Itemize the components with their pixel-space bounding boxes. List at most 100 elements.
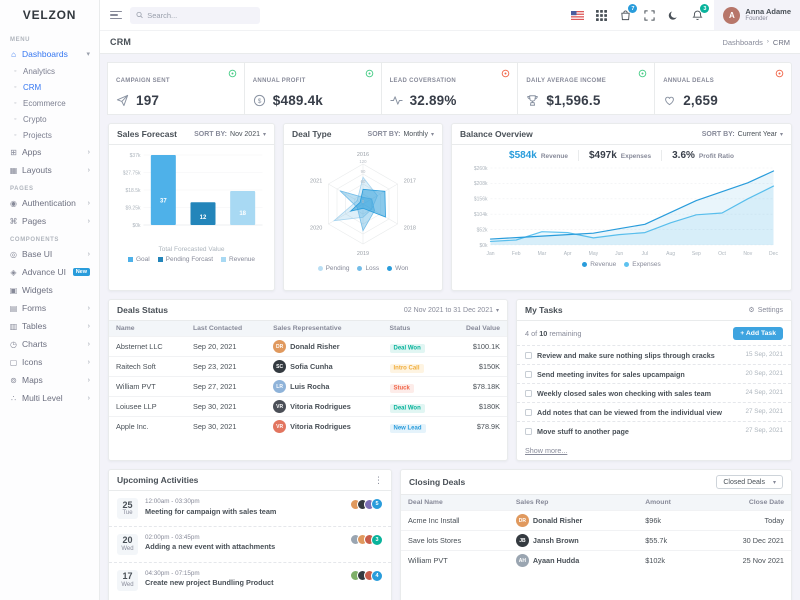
search-input[interactable]: [147, 10, 254, 20]
sidebar-item-maps[interactable]: ⊚ Maps ›: [10, 375, 90, 385]
topbar: 7 3 A Anna Adame Founder: [100, 0, 800, 30]
svg-text:2019: 2019: [357, 251, 369, 257]
deal-type-sort-dropdown[interactable]: SORT BY: Monthly ▾: [368, 131, 434, 138]
balance-overview-card: Balance Overview SORT BY: Current Year ▾…: [451, 123, 792, 291]
sidebar-item-crypto[interactable]: ◦ Crypto: [14, 114, 47, 124]
sidebar-item-layouts[interactable]: ▦ Layouts ›: [9, 165, 90, 175]
sales-representative: LR Luis Rocha: [273, 380, 375, 393]
deal-name: William PVT: [109, 376, 186, 397]
closing-deals-card: Closing Deals Closed Deals ▾ Deal Name Sa…: [400, 469, 792, 600]
avatar-count-badge: 3: [371, 533, 383, 546]
sidebar-item-projects[interactable]: ◦ Projects: [14, 130, 52, 140]
stat-value: 2,659: [683, 93, 718, 108]
sidebar-item-analytics[interactable]: ◦ Analytics: [14, 66, 56, 76]
amount: $96k: [638, 510, 702, 531]
svg-text:$52k: $52k: [477, 227, 488, 233]
user-menu[interactable]: A Anna Adame Founder: [714, 0, 800, 30]
add-task-button[interactable]: + Add Task: [733, 327, 783, 340]
svg-text:Mar: Mar: [538, 251, 547, 257]
deal-value: $150K: [446, 356, 507, 377]
fullscreen-icon[interactable]: [642, 8, 656, 22]
balance-sort-dropdown[interactable]: SORT BY: Current Year ▾: [702, 131, 783, 138]
show-more-link[interactable]: Show more...: [525, 446, 568, 455]
svg-text:$0k: $0k: [479, 243, 488, 249]
activity-item: 20 Wed 02:00pm - 03:45pm Adding a new ev…: [109, 525, 391, 562]
sidebar-item-multi-level[interactable]: ∴ Multi Level ›: [10, 393, 90, 403]
task-checkbox[interactable]: [525, 389, 532, 397]
task-checkbox[interactable]: [525, 427, 532, 435]
app-logo[interactable]: VELZON: [22, 8, 77, 22]
closed-deals-select[interactable]: Closed Deals ▾: [716, 475, 783, 489]
task-checkbox[interactable]: [525, 408, 532, 416]
sidebar-item-advance-ui[interactable]: ◈ Advance UI New: [0, 263, 99, 281]
activity-time: 12:00am - 03:30pm: [145, 498, 200, 505]
sidebar-item-forms[interactable]: ▤ Forms ›: [9, 303, 90, 313]
tables-icon: ▥: [9, 321, 18, 331]
sidebar-item-widgets[interactable]: ▣ Widgets: [9, 285, 53, 295]
bullet-icon: ◦: [14, 115, 17, 123]
sales-forecast-bar-chart: $37k $27.75k $18.5k $9.25k $0k 37 12 18: [123, 153, 263, 229]
table-row: Absternet LLC Sep 20, 2021 DR Donald Rish…: [109, 336, 507, 357]
close-date: 30 Dec 2021: [701, 530, 791, 551]
stat-card: ANNUAL DEALS 2,659: [654, 62, 792, 115]
activity-list: 25 Tue 12:00am - 03:30pm Meeting for cam…: [109, 491, 391, 598]
sidebar-item-icons[interactable]: ▢ Icons ›: [9, 357, 90, 367]
breadcrumb-root[interactable]: Dashboards: [722, 37, 763, 47]
deal-name: Apple Inc.: [109, 416, 186, 436]
tables-row: Deals Status 02 Nov 2021 to 31 Dec 2021 …: [108, 299, 792, 461]
task-text: Send meeting invites for sales upcampaig…: [537, 369, 685, 379]
tasks-settings-button[interactable]: ⚙ Settings: [748, 306, 783, 315]
svg-text:12: 12: [200, 215, 207, 221]
sidebar-item-dashboards[interactable]: ⌂ Dashboards ▾: [0, 45, 99, 63]
status-badge: Stuck: [389, 383, 414, 393]
bullet-icon: ◦: [14, 131, 17, 139]
svg-text:Jan: Jan: [486, 251, 494, 257]
dark-mode-moon-icon[interactable]: [666, 8, 680, 22]
sidebar-item-authentication[interactable]: ◉ Authentication ›: [10, 198, 90, 208]
sidebar-item-ecommerce[interactable]: ◦ Ecommerce: [14, 98, 66, 108]
notifications-bell-icon[interactable]: 3: [690, 4, 710, 22]
sort-by-value: Current Year: [737, 130, 777, 138]
sidebar-item-tables[interactable]: ▥ Tables ›: [9, 321, 90, 331]
sort-by-label: SORT BY:: [367, 130, 401, 138]
sales-forecast-sort-dropdown[interactable]: SORT BY: Nov 2021 ▾: [194, 131, 266, 138]
sidebar-item-crm[interactable]: ◦ CRM: [14, 82, 42, 92]
svg-text:120: 120: [359, 159, 367, 164]
sidebar-item-base-ui[interactable]: ◎ Base UI ›: [10, 249, 90, 259]
svg-text:Feb: Feb: [512, 251, 521, 257]
main-content: CAMPAIGN SENT 197 ANNUAL PROFIT $ $489.4…: [100, 54, 800, 600]
search-icon: [136, 11, 143, 19]
close-date: Today: [701, 510, 791, 531]
svg-text:Dec: Dec: [769, 251, 778, 257]
charts-icon: ◷: [10, 339, 17, 349]
stat-card: CAMPAIGN SENT 197: [107, 62, 245, 115]
task-checkbox[interactable]: [525, 370, 532, 378]
language-flag-icon[interactable]: [570, 8, 584, 22]
card-title: Deal Type: [292, 129, 332, 139]
sidebar-item-charts[interactable]: ◷ Charts ›: [10, 339, 90, 349]
task-text: Move stuff to another page: [537, 426, 629, 436]
avatar-count-badge: 5: [371, 498, 383, 510]
apps-grid-icon[interactable]: [594, 8, 608, 22]
hamburger-menu-icon[interactable]: [110, 10, 122, 20]
card-title: My Tasks: [525, 305, 563, 315]
sidebar-section-label: PAGES: [10, 186, 34, 192]
bullet-icon: ◦: [14, 67, 17, 75]
balance-stats: $584k Revenue $497k Expenses 3.6% Profit…: [452, 145, 791, 163]
stat-value: $1,596.5: [546, 93, 601, 108]
sidebar-item-apps[interactable]: ⊞ Apps ›: [10, 147, 90, 157]
deals-date-range-dropdown[interactable]: 02 Nov 2021 to 31 Dec 2021 ▾: [404, 307, 499, 314]
status-badge: Deal Won: [389, 403, 425, 413]
deal-name: Save lots Stores: [401, 530, 509, 551]
gear-icon: ⚙: [748, 307, 755, 314]
topbar-actions: 7 3 A Anna Adame Founder: [570, 0, 800, 30]
sidebar-nav: MENU ⌂ Dashboards ▾ ◦ Analytics ◦ CRM ◦ Ecommerce…: [0, 30, 99, 407]
kebab-menu-icon[interactable]: ⋮: [374, 474, 383, 485]
avatar-group: 3: [350, 533, 383, 546]
task-checkbox[interactable]: [525, 351, 532, 359]
sort-by-label: SORT BY:: [701, 130, 735, 138]
status-badge: Deal Won: [389, 343, 425, 353]
sidebar-item-pages[interactable]: ⌘ Pages ›: [9, 216, 91, 226]
svg-text:$37k: $37k: [130, 153, 141, 159]
cart-icon[interactable]: 7: [618, 4, 638, 22]
